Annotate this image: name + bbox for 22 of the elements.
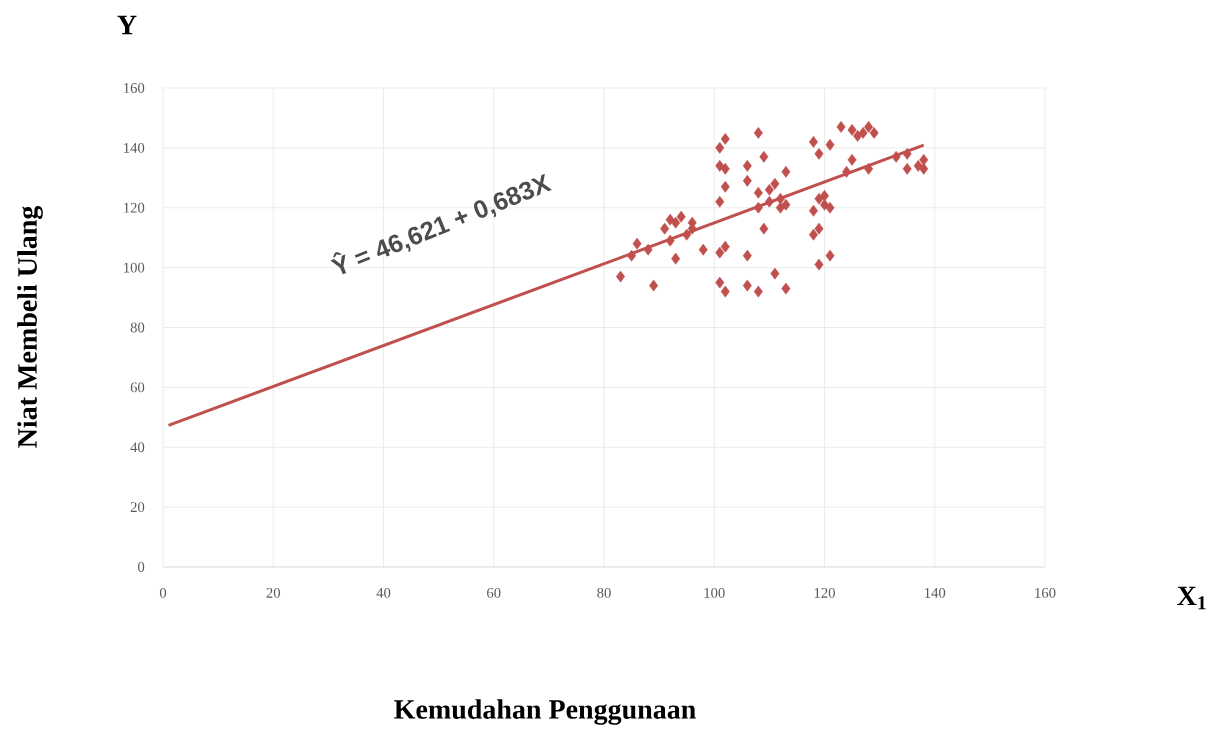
y-axis-title: Niat Membeli Ulang	[17, 205, 43, 448]
y-tick-label: 100	[124, 262, 145, 273]
y-tick-label: 80	[130, 322, 145, 333]
y-tick-label: 20	[130, 502, 145, 513]
y-tick-label: 60	[130, 382, 145, 393]
x-tick-label: 120	[814, 587, 835, 598]
x-tick-label: 20	[266, 587, 281, 598]
x-tick-label: 160	[1035, 587, 1056, 598]
x-tick-label: 40	[376, 587, 391, 598]
text: X$_{1}$	[1177, 586, 1206, 610]
x-tick-label: 140	[925, 587, 946, 598]
x-tick-label: 100	[704, 587, 725, 598]
y-tick-label: 40	[130, 442, 145, 453]
x-tick-label: 60	[487, 587, 501, 598]
x-axis-title: Kemudahan Penggunaan	[394, 699, 696, 725]
y-tick-label: 160	[124, 83, 145, 93]
x-tick-label: 0	[159, 587, 167, 598]
y-tick-label: 140	[124, 142, 145, 153]
y-tick-label: 120	[124, 202, 145, 213]
text: Y	[117, 15, 137, 35]
x-tick-label: 80	[597, 587, 611, 598]
y-tick-label: 0	[138, 562, 145, 572]
